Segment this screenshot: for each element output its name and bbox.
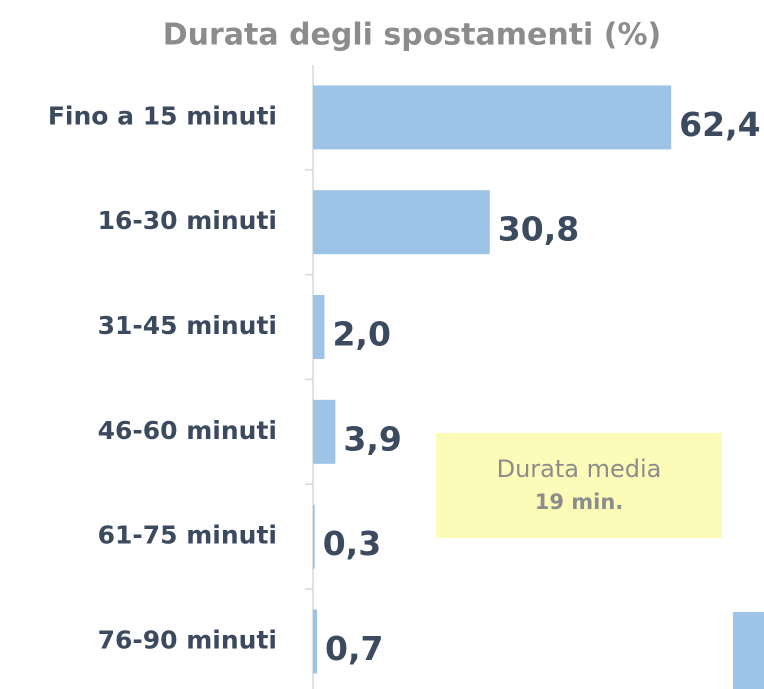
y-tick-label: Fino a 15 minuti — [48, 101, 277, 130]
y-tick-label: 31-45 minuti — [98, 311, 277, 340]
value-label: 0,7 — [325, 629, 383, 668]
bar — [313, 609, 318, 674]
value-label: 0,3 — [323, 524, 381, 563]
bar — [313, 190, 490, 255]
decoration — [733, 612, 764, 689]
value-label: 3,9 — [343, 419, 401, 458]
y-tick-label: 76-90 minuti — [98, 625, 277, 654]
y-tick-label: 61-75 minuti — [98, 521, 277, 550]
annotation-text: Durata media — [497, 455, 662, 483]
annotation-text: 19 min. — [535, 490, 624, 514]
bar — [313, 295, 325, 359]
y-tick-label: 46-60 minuti — [98, 416, 277, 445]
value-label: 2,0 — [332, 315, 390, 354]
annotation-box — [436, 433, 722, 538]
value-label: 30,8 — [498, 210, 579, 249]
value-label: 62,4 — [679, 105, 760, 144]
y-tick-label: 16-30 minuti — [98, 206, 277, 235]
bar — [313, 399, 336, 464]
chart-title: Durata degli spostamenti (%) — [163, 18, 662, 53]
bar — [313, 504, 315, 569]
bar — [313, 85, 672, 150]
